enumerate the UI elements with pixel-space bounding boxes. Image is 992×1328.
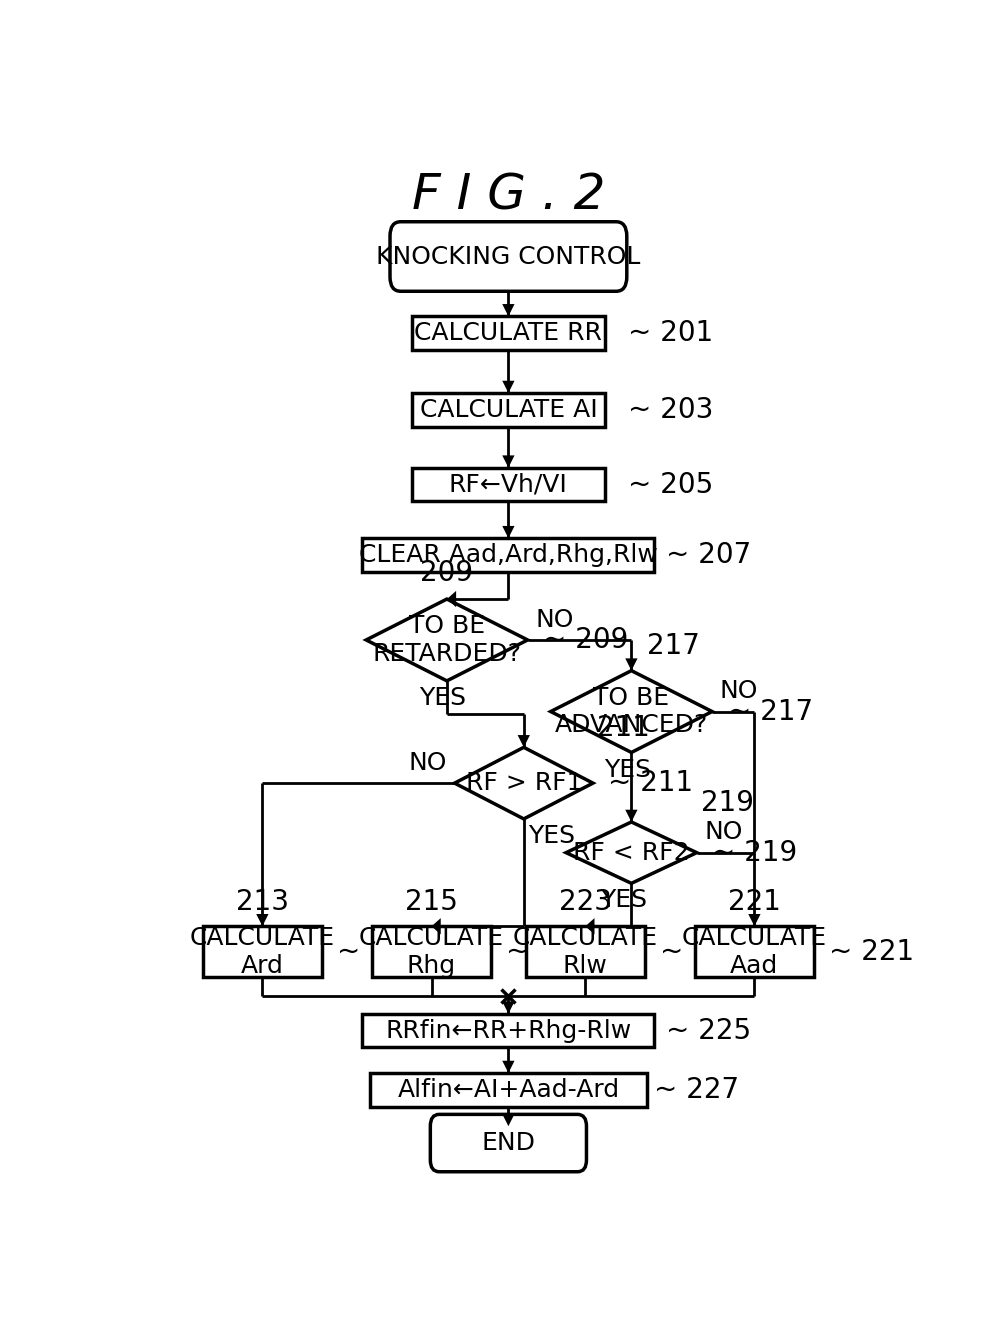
Polygon shape (502, 456, 515, 467)
Polygon shape (446, 591, 456, 607)
Text: 215: 215 (405, 888, 458, 916)
Text: CALCULATE
Aad: CALCULATE Aad (682, 926, 827, 977)
Text: END: END (481, 1131, 536, 1155)
Polygon shape (502, 381, 515, 393)
Polygon shape (585, 918, 594, 935)
Bar (370, 1073, 647, 1106)
Text: 221: 221 (728, 888, 781, 916)
Bar (526, 927, 645, 977)
Text: RF < RF2: RF < RF2 (573, 841, 689, 865)
Polygon shape (566, 822, 696, 883)
Polygon shape (454, 748, 593, 819)
Text: KNOCKING CONTROL: KNOCKING CONTROL (376, 244, 641, 268)
FancyBboxPatch shape (431, 1114, 586, 1171)
Text: NO: NO (704, 821, 743, 845)
Polygon shape (256, 914, 269, 927)
Text: ~ 215: ~ 215 (507, 938, 591, 965)
Polygon shape (366, 599, 528, 681)
Polygon shape (432, 918, 440, 935)
Text: ~ 221: ~ 221 (829, 938, 915, 965)
Text: CALCULATE
Rhg: CALCULATE Rhg (359, 926, 504, 977)
Text: TO BE
RETARDED?: TO BE RETARDED? (372, 614, 522, 665)
Bar (413, 467, 604, 502)
Text: 219: 219 (700, 789, 754, 817)
Text: RRfin←RR+Rhg-Rlw: RRfin←RR+Rhg-Rlw (385, 1019, 632, 1042)
Polygon shape (625, 810, 638, 822)
Polygon shape (502, 1114, 515, 1126)
Bar (372, 927, 491, 977)
Text: ~ 223: ~ 223 (661, 938, 746, 965)
Text: RF > RF1: RF > RF1 (465, 772, 582, 795)
Text: ~ 225: ~ 225 (666, 1016, 751, 1045)
Text: ~ 211: ~ 211 (608, 769, 693, 797)
Polygon shape (518, 736, 530, 748)
Bar (362, 538, 655, 572)
Text: ~ 227: ~ 227 (655, 1076, 740, 1104)
Bar (413, 316, 604, 351)
Text: YES: YES (420, 687, 466, 710)
Text: NO: NO (409, 750, 447, 776)
Text: 209: 209 (421, 559, 473, 587)
Bar (202, 927, 322, 977)
Polygon shape (625, 659, 638, 671)
Text: 223: 223 (558, 888, 612, 916)
Text: NO: NO (536, 608, 573, 632)
Polygon shape (502, 526, 515, 538)
Text: CLEAR Aad,Ard,Rhg,Rlw: CLEAR Aad,Ard,Rhg,Rlw (359, 543, 658, 567)
Text: ~ 219: ~ 219 (712, 839, 798, 867)
Text: YES: YES (604, 757, 651, 782)
Polygon shape (551, 671, 712, 753)
Text: CALCULATE RR: CALCULATE RR (415, 321, 602, 345)
Polygon shape (502, 1001, 515, 1013)
Text: TO BE
ADVANCED?: TO BE ADVANCED? (555, 685, 708, 737)
Bar (413, 393, 604, 426)
FancyBboxPatch shape (390, 222, 627, 291)
Polygon shape (502, 1061, 515, 1073)
Text: CALCULATE
Ard: CALCULATE Ard (189, 926, 335, 977)
Text: NO: NO (720, 680, 758, 704)
Bar (694, 927, 814, 977)
Text: RF←Vh/VI: RF←Vh/VI (449, 473, 567, 497)
Text: ~ 213: ~ 213 (337, 938, 423, 965)
Text: ~ 209: ~ 209 (543, 625, 628, 653)
Text: YES: YES (600, 888, 647, 912)
Text: ~ 207: ~ 207 (666, 540, 751, 570)
Text: CALCULATE AI: CALCULATE AI (420, 398, 597, 422)
Text: 211: 211 (597, 714, 650, 742)
Text: YES: YES (528, 823, 574, 849)
Text: ~ 203: ~ 203 (628, 396, 713, 424)
Polygon shape (748, 914, 761, 927)
Text: Alfin←AI+Aad-Ard: Alfin←AI+Aad-Ard (398, 1078, 619, 1102)
Text: ~ 205: ~ 205 (628, 470, 713, 498)
Text: ~ 201: ~ 201 (628, 319, 713, 347)
Text: 213: 213 (236, 888, 289, 916)
Bar (362, 1013, 655, 1048)
Text: ~ 217: ~ 217 (727, 697, 812, 725)
Text: F I G . 2: F I G . 2 (412, 171, 605, 219)
Text: 217: 217 (647, 632, 699, 660)
Text: CALCULATE
Rlw: CALCULATE Rlw (513, 926, 658, 977)
Polygon shape (502, 304, 515, 316)
